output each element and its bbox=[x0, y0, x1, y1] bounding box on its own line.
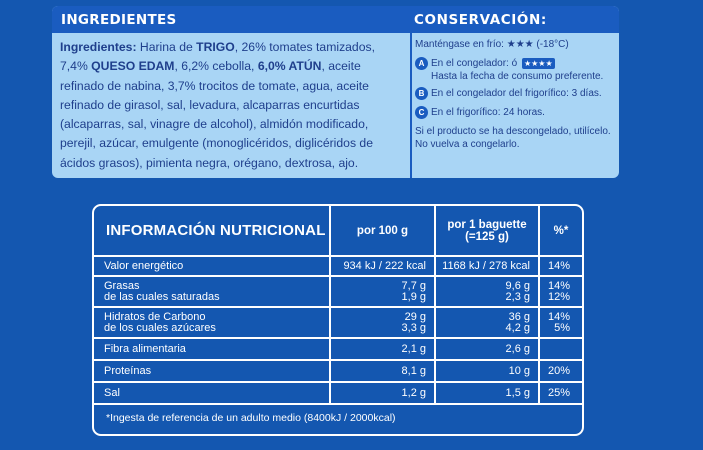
letter-c-badge: C bbox=[415, 106, 428, 119]
table-row: Grasas de las cuales saturadas 7,7 g 1,9 g… bbox=[94, 276, 582, 308]
letter-b-badge: B bbox=[415, 87, 428, 100]
column-divider bbox=[410, 33, 412, 178]
table-row: Valor energético 934 kJ / 222 kcal 1168 … bbox=[94, 256, 582, 277]
conservation-text: Manténgase en frío: ★★★ (-18°C) A En el … bbox=[415, 38, 615, 151]
thaw-note: Si el producto se ha descongelado, utilí… bbox=[415, 126, 611, 150]
ingredients-part: , 6,2% cebolla, bbox=[174, 59, 258, 74]
conservation-heading: CONSERVACIÓN: bbox=[414, 11, 547, 28]
table-row: Proteínas 8,1 g 10 g 20% bbox=[94, 360, 582, 383]
nutrition-table-box: INFORMACIÓN NUTRICIONAL por 100 g por 1 … bbox=[92, 204, 584, 436]
ingredients-part: , aceite refinado de nabina, 3,7% trocit… bbox=[60, 59, 373, 170]
per-baguette-header: por 1 baguette (=125 g) bbox=[434, 206, 539, 257]
info-panel: INGREDIENTES CONSERVACIÓN: Ingredientes:… bbox=[52, 6, 619, 178]
table-row: Sal 1,2 g 1,5 g 25% bbox=[94, 382, 582, 405]
table-row: Hidratos de Carbono de los cuales azúcare… bbox=[94, 307, 582, 339]
option-c: C En el frigorífico: 24 horas. bbox=[415, 106, 615, 119]
ingredients-text: Ingredientes: Harina de TRIGO, 26% tomat… bbox=[60, 38, 406, 173]
option-a: A En el congelador: ó ★★★★ Hasta la fecha… bbox=[415, 57, 615, 83]
freezer-line: Manténgase en frío: ★★★ (-18°C) bbox=[415, 38, 615, 51]
nutrition-table: INFORMACIÓN NUTRICIONAL por 100 g por 1 … bbox=[94, 206, 582, 405]
letter-a-badge: A bbox=[415, 57, 428, 70]
option-c-text: En el frigorífico: 24 horas. bbox=[431, 107, 545, 118]
per-100g-header: por 100 g bbox=[329, 206, 435, 257]
option-a-text: En el congelador: ó bbox=[431, 58, 518, 69]
allergen-trigo: TRIGO bbox=[196, 40, 235, 54]
percent-header: %* bbox=[538, 206, 582, 257]
footnote: *Ingesta de referencia de un adulto medi… bbox=[106, 412, 396, 424]
allergen-queso: QUESO EDAM bbox=[91, 59, 175, 74]
option-b: B En el congelador del frigorífico: 3 dí… bbox=[415, 87, 615, 100]
nutrition-title: INFORMACIÓN NUTRICIONAL bbox=[94, 206, 330, 257]
ingredients-part: Harina de bbox=[136, 40, 197, 54]
ingredients-label: Ingredientes: bbox=[60, 40, 137, 54]
info-panel-header: INGREDIENTES CONSERVACIÓN: bbox=[52, 6, 619, 33]
allergen-atun: 6,0% ATÚN bbox=[257, 59, 322, 74]
four-star-icon: ★★★★ bbox=[521, 58, 555, 69]
ingredients-part: , 26% tomates tamizados, 7,4% bbox=[60, 40, 375, 74]
freezer-line-text: Manténgase en frío: ★★★ (-18°C) bbox=[415, 39, 569, 50]
option-b-text: En el congelador del frigorífico: 3 días… bbox=[431, 88, 602, 99]
ingredients-heading: INGREDIENTES bbox=[61, 11, 177, 28]
option-a-subtext: Hasta la fecha de consumo preferente. bbox=[431, 71, 604, 82]
nutrition-header-row: INFORMACIÓN NUTRICIONAL por 100 g por 1 … bbox=[94, 206, 582, 257]
table-row: Fibra alimentaria 2,1 g 2,6 g bbox=[94, 338, 582, 361]
